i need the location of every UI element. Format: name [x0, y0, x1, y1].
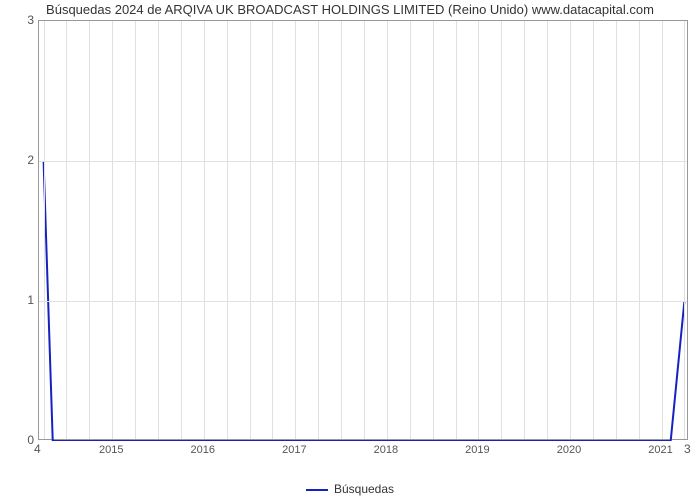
y-tick-label: 1: [27, 293, 34, 307]
legend-label: Búsquedas: [334, 482, 394, 496]
x-tick-label: 2021: [648, 444, 672, 456]
x-tick-label: 2016: [191, 444, 215, 456]
vgrid: [433, 21, 434, 439]
vgrid: [570, 21, 571, 439]
vgrid: [501, 21, 502, 439]
vgrid: [684, 21, 685, 439]
legend-swatch: [306, 489, 328, 491]
x-tick-label: 2020: [557, 444, 581, 456]
vgrid: [204, 21, 205, 439]
x-tick-label: 2017: [282, 444, 306, 456]
chart-title: Búsquedas 2024 de ARQIVA UK BROADCAST HO…: [0, 2, 700, 17]
vgrid: [616, 21, 617, 439]
vgrid: [318, 21, 319, 439]
y-tick-label: 0: [27, 433, 34, 447]
vgrid: [524, 21, 525, 439]
hgrid: [39, 161, 687, 162]
x-tick-label: 2015: [99, 444, 123, 456]
vgrid: [89, 21, 90, 439]
corner-left-label: 4: [34, 442, 41, 456]
vgrid: [639, 21, 640, 439]
vgrid: [135, 21, 136, 439]
vgrid: [547, 21, 548, 439]
legend: Búsquedas: [0, 482, 700, 496]
vgrid: [410, 21, 411, 439]
vgrid: [44, 21, 45, 439]
vgrid: [181, 21, 182, 439]
vgrid: [456, 21, 457, 439]
y-tick-label: 3: [27, 13, 34, 27]
vgrid: [112, 21, 113, 439]
corner-right-label: 3: [684, 442, 691, 456]
vgrid: [364, 21, 365, 439]
vgrid: [295, 21, 296, 439]
vgrid: [593, 21, 594, 439]
x-tick-label: 2019: [465, 444, 489, 456]
vgrid: [387, 21, 388, 439]
vgrid: [341, 21, 342, 439]
vgrid: [662, 21, 663, 439]
vgrid: [66, 21, 67, 439]
x-tick-label: 2018: [374, 444, 398, 456]
hgrid: [39, 301, 687, 302]
y-tick-label: 2: [27, 153, 34, 167]
vgrid: [158, 21, 159, 439]
vgrid: [272, 21, 273, 439]
vgrid: [478, 21, 479, 439]
plot-area: [38, 20, 688, 440]
vgrid: [250, 21, 251, 439]
vgrid: [227, 21, 228, 439]
